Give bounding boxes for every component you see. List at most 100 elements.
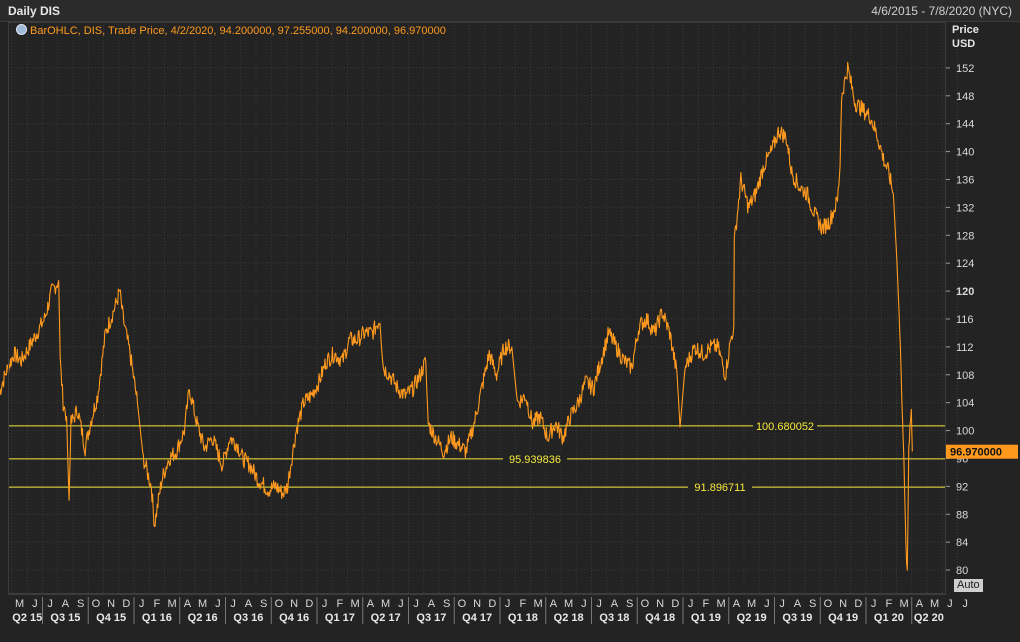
x-quarter-label: Q3 17 xyxy=(416,612,446,624)
x-quarter-label: Q4 17 xyxy=(462,612,492,624)
x-month-label: N xyxy=(107,598,115,610)
date-range: 4/6/2015 - 7/8/2020 (NYC) xyxy=(871,4,1012,18)
reference-label-bg xyxy=(688,480,752,494)
legend-dot-icon[interactable] xyxy=(16,24,27,35)
auto-scale-button[interactable]: Auto xyxy=(954,579,983,592)
x-quarter-label: Q4 16 xyxy=(279,612,309,624)
x-quarter-label: Q4 18 xyxy=(645,612,675,624)
x-month-label: S xyxy=(77,598,84,610)
last-value-badge: 96.970000 xyxy=(946,444,1018,459)
x-month-label: J xyxy=(32,598,38,610)
x-month-label: M xyxy=(717,598,726,610)
y-axis-units: Price USD xyxy=(952,23,979,51)
x-month-label: O xyxy=(92,598,101,610)
x-month-label: O xyxy=(824,598,833,610)
x-month-label: J xyxy=(764,598,770,610)
x-month-label: A xyxy=(794,598,802,610)
x-quarter-label: Q1 19 xyxy=(691,612,721,624)
x-month-label: M xyxy=(747,598,756,610)
x-month-label: D xyxy=(122,598,130,610)
y-tick-label: 116 xyxy=(956,314,974,326)
title-bar: Daily DIS 4/6/2015 - 7/8/2020 (NYC) xyxy=(0,0,1020,22)
x-month-label: J xyxy=(47,598,53,610)
x-month-label: J xyxy=(871,598,877,610)
x-month-label: J xyxy=(596,598,602,610)
x-month-label: M xyxy=(564,598,573,610)
x-month-label: S xyxy=(443,598,450,610)
y-units-line2: USD xyxy=(952,38,976,50)
x-month-label: A xyxy=(184,598,192,610)
x-month-label: M xyxy=(198,598,207,610)
x-month-label: A xyxy=(428,598,436,610)
y-tick-label: 92 xyxy=(956,481,968,493)
x-month-label: F xyxy=(886,598,893,610)
x-quarter-label: Q2 18 xyxy=(554,612,584,624)
x-month-label: D xyxy=(671,598,679,610)
x-month-label: A xyxy=(611,598,619,610)
x-quarter-label: Q2 19 xyxy=(737,612,767,624)
x-month-label: M xyxy=(900,598,909,610)
x-month-label: S xyxy=(809,598,816,610)
chart-title: Daily DIS xyxy=(8,4,61,18)
y-tick-label: 144 xyxy=(956,119,974,131)
last-value-label: 96.970000 xyxy=(950,447,1002,459)
x-quarter-label: Q3 18 xyxy=(599,612,629,624)
x-quarter-label: Q2 17 xyxy=(371,612,401,624)
y-tick-label: 152 xyxy=(956,63,974,75)
y-tick-label: 120 xyxy=(956,286,974,298)
y-tick-label: 112 xyxy=(956,342,974,354)
y-tick-label: 148 xyxy=(956,91,974,103)
x-month-label: J xyxy=(230,598,236,610)
x-month-label: F xyxy=(154,598,161,610)
legend: BarOHLC, DIS, Trade Price, 4/2/2020, 94.… xyxy=(16,24,446,37)
reference-label: 100.680052 xyxy=(756,421,814,433)
y-axis: 8084889296100104108112116120124128132136… xyxy=(946,63,974,577)
x-month-label: N xyxy=(656,598,664,610)
x-quarter-label: Q1 16 xyxy=(142,612,172,624)
plot-frame xyxy=(8,22,946,594)
x-month-label: N xyxy=(839,598,847,610)
x-month-label: F xyxy=(337,598,344,610)
x-month-label: D xyxy=(305,598,313,610)
y-tick-label: 136 xyxy=(956,174,974,186)
x-month-label: A xyxy=(62,598,70,610)
y-tick-label: 140 xyxy=(956,147,974,159)
x-month-label: S xyxy=(626,598,633,610)
x-month-label: M xyxy=(381,598,390,610)
reference-label: 91.896711 xyxy=(694,482,745,494)
x-quarter-label: Q4 15 xyxy=(96,612,126,624)
legend-text: BarOHLC, DIS, Trade Price, 4/2/2020, 94.… xyxy=(30,25,446,37)
x-month-label: A xyxy=(550,598,558,610)
x-month-label: J xyxy=(413,598,419,610)
x-month-label: J xyxy=(215,598,221,610)
reference-label-bg xyxy=(503,451,567,465)
x-month-label: J xyxy=(962,598,968,610)
x-month-label: O xyxy=(458,598,467,610)
y-tick-label: 104 xyxy=(956,398,974,410)
x-month-label: A xyxy=(245,598,253,610)
x-quarter-label: Q1 20 xyxy=(874,612,904,624)
last-value-bg xyxy=(946,444,1018,459)
grid xyxy=(8,22,958,594)
price-line xyxy=(0,61,913,571)
x-month-label: D xyxy=(854,598,862,610)
x-month-label: J xyxy=(581,598,587,610)
x-quarter-label: Q2 15 xyxy=(12,612,42,624)
x-month-label: N xyxy=(473,598,481,610)
horizontal-lines: 100.680052 95.939836 91.896711 xyxy=(8,418,946,494)
y-tick-label: 108 xyxy=(956,370,974,382)
series-layer xyxy=(0,61,913,571)
x-month-label: F xyxy=(703,598,710,610)
reference-label-bg xyxy=(753,418,817,432)
x-month-label: J xyxy=(779,598,785,610)
x-month-label: O xyxy=(275,598,284,610)
y-tick-label: 80 xyxy=(956,565,968,577)
x-quarter-label: Q4 19 xyxy=(828,612,858,624)
x-month-label: S xyxy=(260,598,267,610)
x-month-label: F xyxy=(520,598,527,610)
x-month-label: J xyxy=(322,598,328,610)
x-month-label: J xyxy=(398,598,404,610)
